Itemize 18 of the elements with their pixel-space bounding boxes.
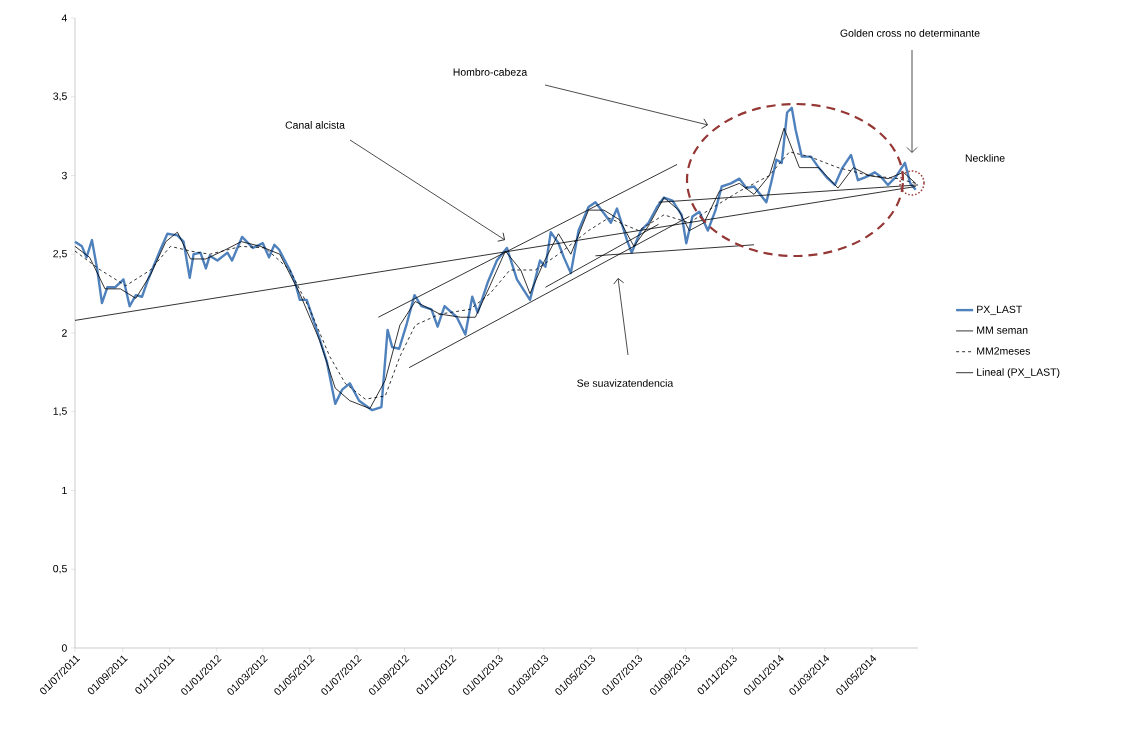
legend-label: MM seman bbox=[977, 326, 1028, 334]
annotation: Hombro-cabeza bbox=[453, 68, 528, 76]
text: Neckline bbox=[965, 154, 1005, 162]
annotation: Se suavizatendencia bbox=[577, 379, 674, 387]
legend-label: PX_LAST bbox=[977, 305, 1022, 316]
y-tick-label: 2,5 bbox=[53, 249, 67, 259]
legend-label: MM2meses bbox=[977, 347, 1030, 355]
y-tick-label: 4 bbox=[61, 14, 67, 22]
y-tick-label: 2 bbox=[62, 329, 67, 337]
y-tick-label: 0 bbox=[61, 644, 67, 652]
y-tick-label: 1 bbox=[62, 486, 67, 495]
y-tick-label: 3 bbox=[61, 171, 67, 180]
legend-label: Lineal (PX_LAST) bbox=[977, 368, 1060, 378]
y-tick-label: 0,5 bbox=[53, 564, 67, 574]
annotation: Golden cross no determinante bbox=[840, 29, 980, 37]
y-tick-label: 3,5 bbox=[53, 92, 67, 102]
annotation: Canal alcista bbox=[285, 121, 345, 129]
y-tick-label: 1,5 bbox=[53, 407, 67, 417]
